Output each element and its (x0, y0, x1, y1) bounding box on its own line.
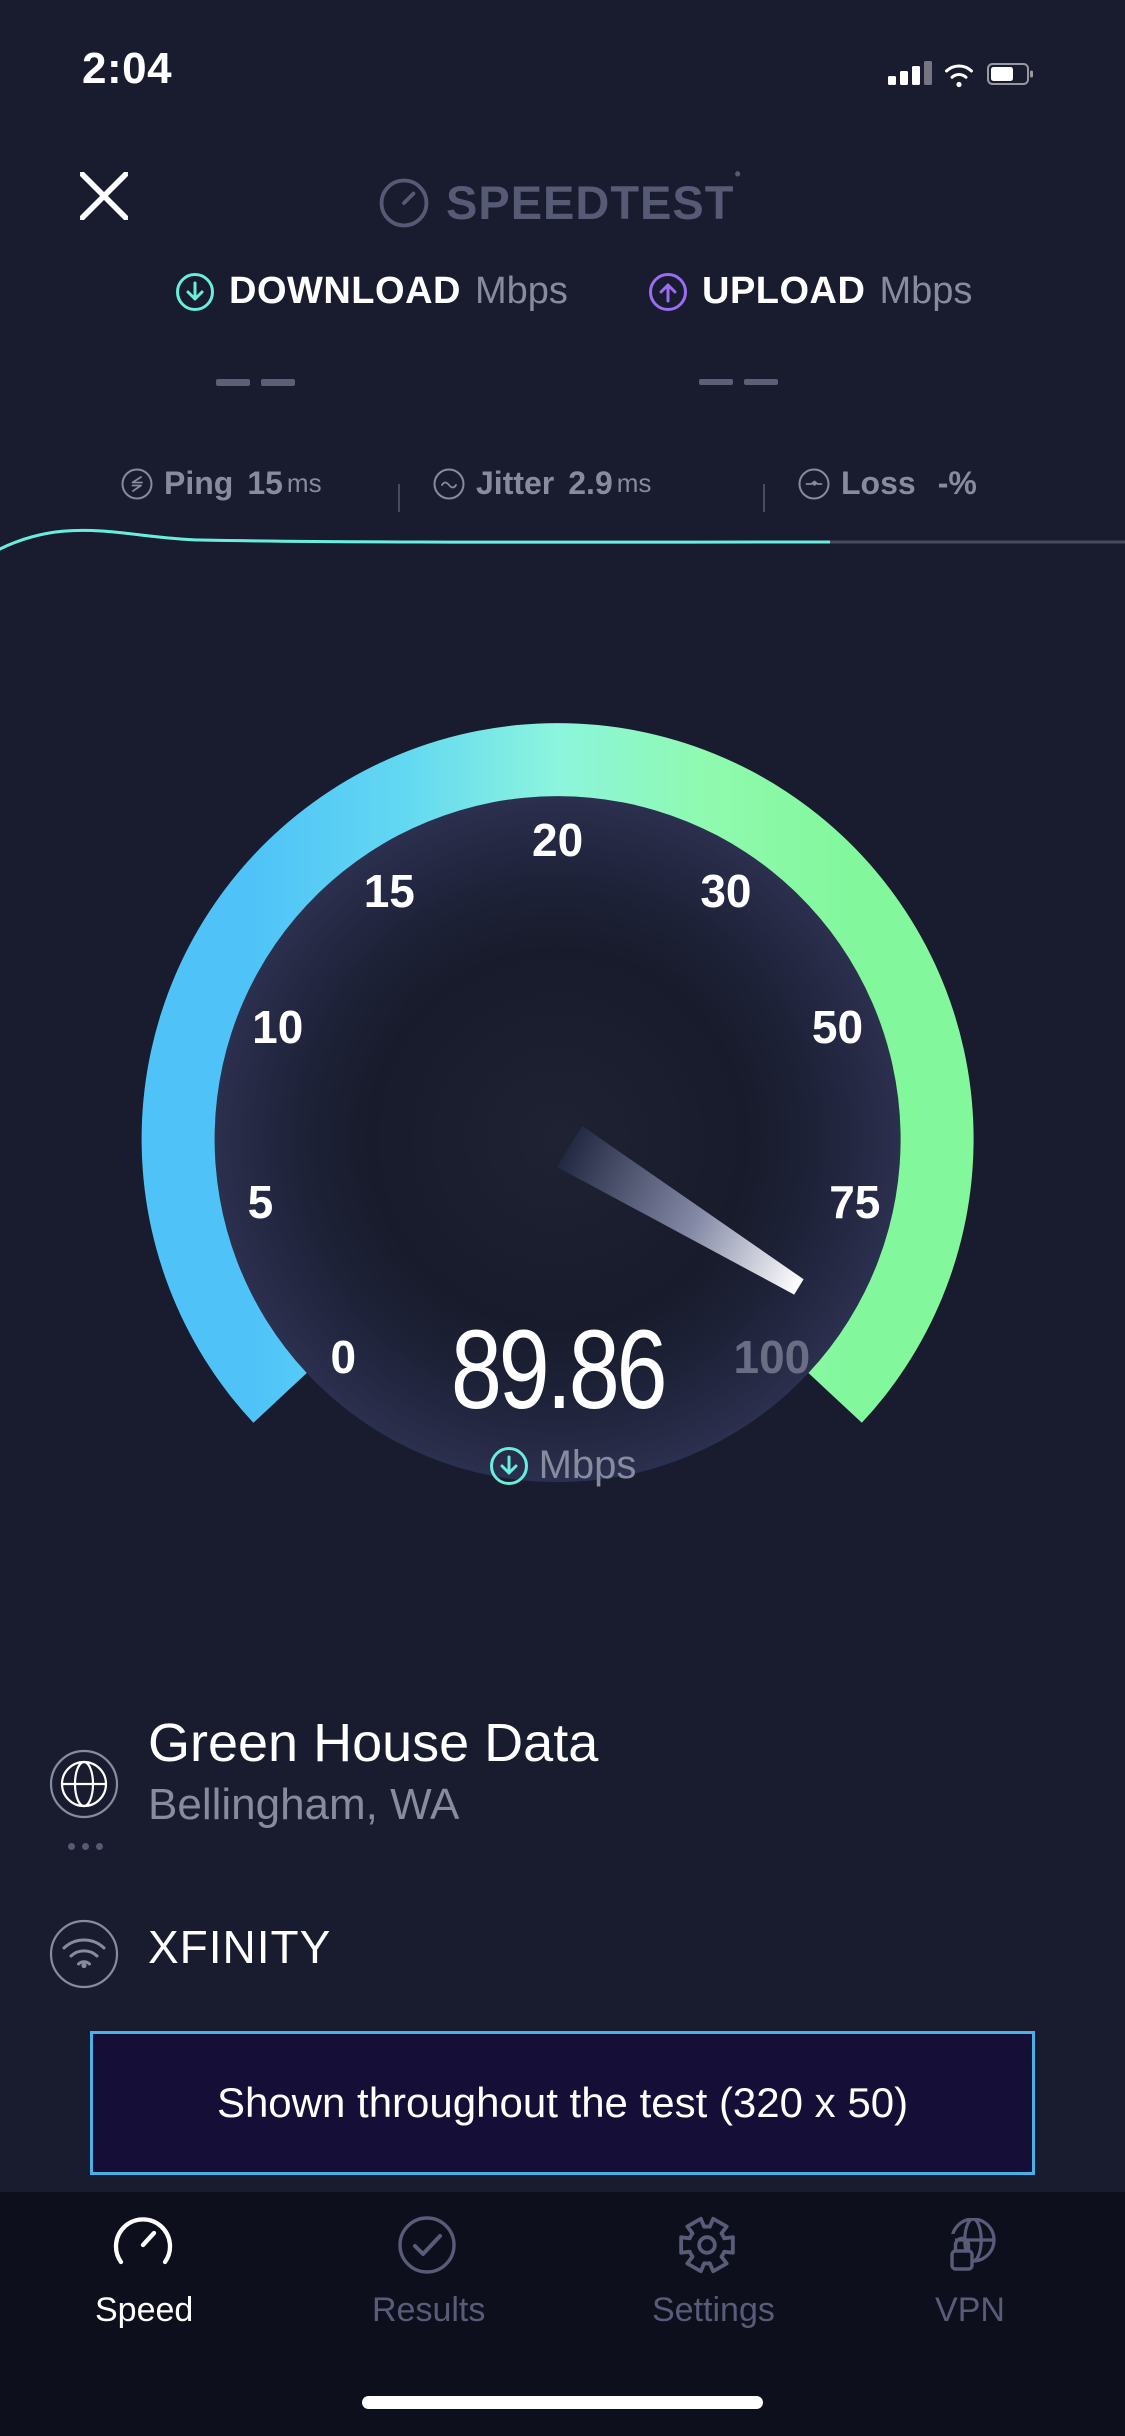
svg-text:75: 75 (829, 1176, 880, 1228)
svg-text:20: 20 (532, 814, 583, 866)
svg-text:0: 0 (331, 1331, 357, 1383)
svg-text:30: 30 (700, 865, 751, 917)
svg-text:15: 15 (364, 865, 415, 917)
svg-text:100: 100 (734, 1331, 811, 1383)
svg-text:50: 50 (812, 1001, 863, 1053)
svg-text:89.86: 89.86 (451, 1306, 664, 1432)
svg-text:10: 10 (252, 1001, 303, 1053)
svg-text:5: 5 (248, 1176, 274, 1228)
